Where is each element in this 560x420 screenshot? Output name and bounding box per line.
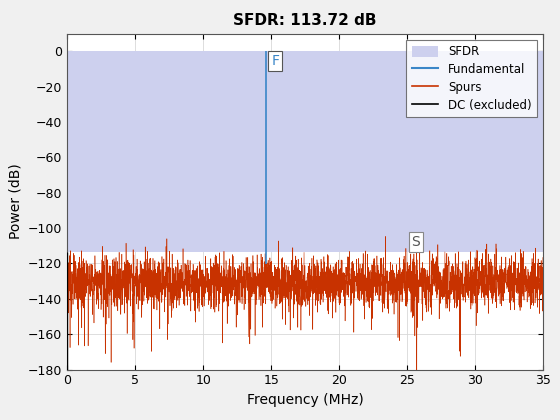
Y-axis label: Power (dB): Power (dB) [8, 164, 22, 239]
Title: SFDR: 113.72 dB: SFDR: 113.72 dB [234, 13, 377, 28]
Text: S: S [411, 235, 420, 249]
Legend: SFDR, Fundamental, Spurs, DC (excluded): SFDR, Fundamental, Spurs, DC (excluded) [407, 39, 537, 118]
Text: F: F [271, 54, 279, 68]
X-axis label: Frequency (MHz): Frequency (MHz) [247, 393, 363, 407]
Bar [67, 51, 543, 252]
